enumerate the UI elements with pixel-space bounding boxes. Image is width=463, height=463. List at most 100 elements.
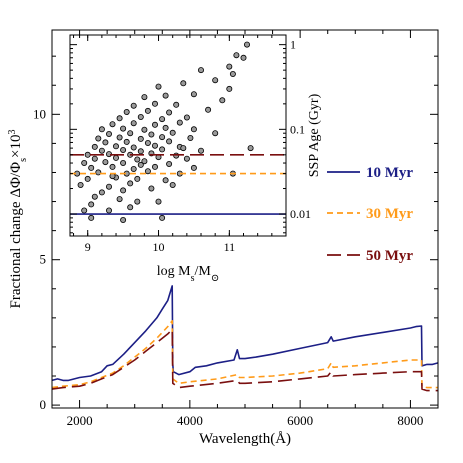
y-tick-label: 10: [33, 106, 46, 121]
scatter-point: [106, 207, 113, 214]
scatter-point: [116, 115, 123, 122]
series-line-1: [51, 320, 438, 389]
scatter-point: [190, 91, 197, 98]
scatter-point: [151, 163, 158, 170]
scatter-point: [91, 193, 98, 200]
scatter-point: [247, 145, 254, 152]
scatter-point: [183, 114, 190, 121]
scatter-point: [162, 177, 169, 184]
scatter-point: [120, 125, 127, 132]
inset-points: [74, 41, 254, 223]
scatter-point: [120, 146, 127, 153]
scatter-point: [148, 185, 155, 192]
scatter-point: [212, 77, 219, 84]
scatter-point: [113, 154, 120, 161]
scatter-point: [159, 134, 166, 141]
x-axis-label: Wavelength(Å): [199, 431, 291, 447]
scatter-point: [151, 100, 158, 107]
scatter-point: [233, 52, 240, 59]
scatter-point: [159, 146, 166, 153]
scatter-point: [127, 180, 134, 187]
scatter-point: [95, 135, 102, 142]
scatter-point: [169, 181, 176, 188]
scatter-point: [116, 196, 123, 203]
inset-y-tick-label: 0.1: [290, 122, 305, 136]
inset-y-tick-label: 1: [290, 38, 296, 52]
y-label-main: Fractional change ΔΦ/Φ: [8, 162, 24, 309]
main-chart: 2000 4000 6000 8000 0 5 10 Wavelength(Å) Fractio…: [7, 29, 439, 447]
scatter-point: [144, 107, 151, 114]
scatter-point: [190, 164, 197, 171]
x-tick-label: 4000: [177, 413, 203, 428]
scatter-point: [130, 165, 137, 172]
scatter-point: [137, 148, 144, 155]
scatter-point: [166, 160, 173, 167]
scatter-point: [98, 147, 105, 154]
scatter-point: [148, 131, 155, 138]
scatter-point: [98, 189, 105, 196]
inset-x-tick-label: 11: [224, 240, 236, 254]
scatter-point: [162, 92, 169, 99]
scatter-point: [162, 124, 169, 131]
scatter-point: [134, 198, 141, 205]
scatter-point: [183, 155, 190, 162]
inset-x-axis-label: log Ms/M⊙: [157, 264, 219, 284]
inset-x-label-main: log M: [157, 264, 191, 279]
scatter-point: [151, 121, 158, 128]
scatter-point: [127, 204, 134, 211]
inset-x-label-sub2: ⊙: [211, 273, 219, 284]
scatter-point: [190, 126, 197, 133]
scatter-point: [180, 145, 187, 152]
scatter-point: [226, 85, 233, 92]
inset-x-label-sub: s: [191, 273, 195, 284]
scatter-point: [180, 80, 187, 87]
y-tick-label: 5: [40, 252, 47, 267]
scatter-point: [141, 158, 148, 165]
y-axis-label: Fractional change ΔΦ/Φs×103: [7, 130, 29, 309]
scatter-point: [91, 155, 98, 162]
scatter-point: [102, 159, 109, 166]
scatter-point: [81, 159, 88, 166]
scatter-point: [229, 71, 236, 78]
y-label-sup: 3: [7, 130, 18, 135]
scatter-point: [113, 143, 120, 150]
legend-label-0: 10 Myr: [366, 165, 413, 181]
series-line-0: [51, 285, 439, 382]
scatter-point: [159, 214, 166, 221]
scatter-point: [240, 54, 247, 61]
x-tick-label: 2000: [67, 413, 93, 428]
scatter-point: [127, 130, 134, 137]
inset-chart: 9 10 11 0.01 0.1 1 SSP Age (Gyr) log Ms/M⊙: [69, 34, 322, 284]
scatter-point: [155, 83, 162, 90]
scatter-point: [130, 144, 137, 151]
scatter-point: [130, 120, 137, 127]
scatter-point: [144, 139, 151, 146]
scatter-point: [226, 63, 233, 70]
scatter-point: [141, 94, 148, 101]
scatter-point: [102, 139, 109, 146]
scatter-point: [197, 67, 204, 74]
scatter-point: [212, 130, 219, 137]
scatter-point: [197, 147, 204, 154]
series-line-2: [51, 328, 438, 392]
y-label-mid: ×10: [8, 135, 24, 158]
scatter-point: [137, 114, 144, 121]
scatter-point: [173, 101, 180, 108]
scatter-point: [159, 116, 166, 123]
inset-x-tick-label: 10: [153, 240, 165, 254]
legend-label-2: 50 Myr: [366, 248, 413, 264]
scatter-point: [88, 164, 95, 171]
inset-x-label-mid: /M: [195, 264, 212, 279]
inset-x-tick-label: 9: [85, 240, 91, 254]
scatter-point: [123, 109, 130, 116]
scatter-point: [144, 168, 151, 175]
legend-label-1: 30 Myr: [366, 206, 413, 222]
scatter-point: [120, 159, 127, 166]
scatter-point: [81, 207, 88, 214]
scatter-point: [137, 161, 144, 168]
scatter-point: [116, 134, 123, 141]
scatter-point: [91, 143, 98, 150]
scatter-point: [205, 106, 212, 113]
scatter-point: [151, 142, 158, 149]
scatter-point: [123, 138, 130, 145]
